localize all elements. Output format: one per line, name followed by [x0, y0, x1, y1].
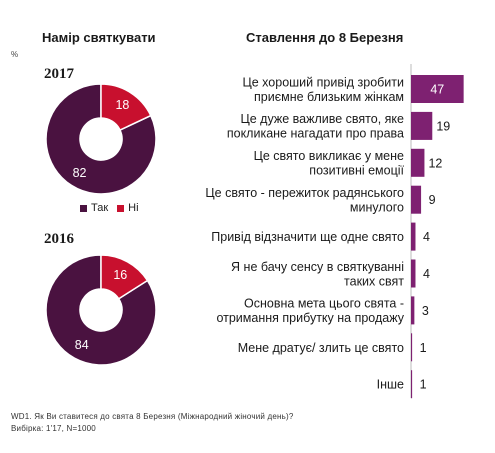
donut-2017-label-no: 18: [115, 98, 129, 112]
donut-2016-label-no: 16: [113, 268, 127, 282]
legend: Так Ні: [80, 202, 148, 214]
bar-value-4: 9: [429, 193, 436, 207]
donut-2016-slice-no: [100, 254, 149, 300]
donut-2017-slice-no: [100, 83, 152, 132]
donut-2016-title: 2016: [44, 231, 74, 247]
percent-unit: %: [11, 50, 19, 59]
bar-4: [411, 185, 422, 214]
legend-item-no: Ні: [117, 202, 139, 214]
footnote-question: WD1. Як Ви ставитеся до свята 8 Березня …: [11, 412, 294, 421]
legend-label-yes: Так: [91, 202, 109, 214]
bar-category-9: Інше: [377, 378, 404, 392]
footnote-sample: Вибірка: 1'17, N=1000: [11, 424, 96, 433]
bar-value-8: 1: [420, 341, 427, 355]
bar-category-1: Це хороший привід зробити приємне близьки…: [243, 75, 404, 104]
donut-2016-label-yes: 84: [75, 338, 89, 352]
bar-1: [411, 75, 464, 103]
bar-value-6: 4: [423, 267, 430, 281]
right-chart-title: Ставлення до 8 Березня: [246, 30, 404, 45]
donut-2017-slice-yes: [45, 83, 157, 195]
bar-3: [411, 148, 425, 177]
legend-swatch-yes: [80, 204, 87, 212]
bar-5: [411, 222, 416, 251]
bar-7: [411, 296, 415, 325]
donut-2017-title: 2017: [44, 66, 74, 82]
bar-9: [411, 370, 413, 399]
bar-category-2: Це дуже важливе свято, яке покликане нага…: [227, 112, 404, 140]
donut-chart-2016: 84 16: [45, 254, 157, 366]
legend-swatch-no: [117, 204, 125, 212]
left-chart-title: Намір святкувати: [42, 30, 156, 45]
bar-category-7: Основна мета цього свята -отримання приб…: [216, 297, 404, 326]
bar-value-3: 12: [428, 156, 442, 170]
donut-2016-slice-yes: [45, 254, 157, 366]
bar-category-6: Я не бачу сенсу в святкуванні таких свят: [231, 260, 404, 289]
donut-chart-2017: 82 18: [45, 83, 157, 195]
bar-6: [411, 259, 416, 288]
donut-2017-label-yes: 82: [73, 166, 87, 180]
bar-value-5: 4: [423, 230, 430, 244]
bar-category-3: Це свято викликає у мене позитивні емоції: [254, 149, 405, 178]
bar-value-9: 1: [420, 378, 427, 392]
bar-8: [411, 333, 413, 362]
bar-category-5: Привід відзначити ще одне свято: [211, 230, 404, 244]
bar-chart-attitudes: 47 Це хороший привід зробити приємне близь…: [205, 64, 464, 399]
bar-category-8: Мене дратує/ злить це свято: [238, 341, 404, 355]
bar-category-4: Це свято - пережиток радянського минулого: [205, 186, 404, 215]
bar-value-7: 3: [422, 304, 429, 318]
bar-2: [411, 111, 433, 140]
legend-item-yes: Так: [80, 202, 108, 214]
bar-value-1: 47: [430, 83, 444, 97]
bar-value-2: 19: [436, 119, 450, 133]
legend-label-no: Ні: [128, 202, 139, 214]
